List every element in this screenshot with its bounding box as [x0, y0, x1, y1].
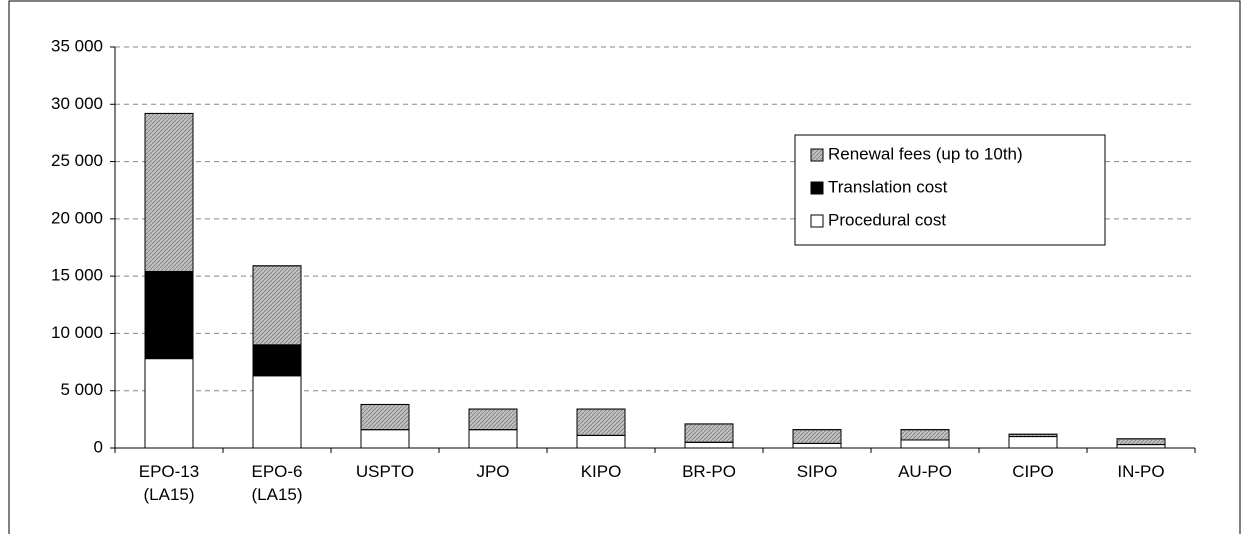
bar-hatch — [1116, 438, 1166, 446]
y-tick-label: 30 000 — [51, 94, 103, 113]
x-tick-label: KIPO — [580, 462, 622, 481]
bar-hatch — [684, 423, 734, 443]
y-tick-label: 25 000 — [51, 151, 103, 170]
bar-segment — [144, 358, 194, 449]
bar-segment — [684, 441, 734, 449]
bar-segment — [144, 271, 194, 360]
bar-segment — [468, 429, 518, 449]
bar-segment — [792, 442, 842, 449]
frame — [8, 0, 1241, 534]
legend-label: Procedural cost — [828, 210, 946, 229]
bar-segment — [1008, 436, 1058, 449]
x-tick-label: SIPO — [796, 462, 838, 481]
bar-hatch — [792, 429, 842, 444]
legend-hatch — [810, 148, 824, 162]
y-tick-label: 10 000 — [51, 323, 103, 342]
bar-segment — [900, 439, 950, 449]
x-tick-label: AU-PO — [898, 462, 952, 481]
bar-hatch — [468, 408, 518, 431]
y-tick-label: 15 000 — [51, 266, 103, 285]
bar-hatch — [360, 403, 410, 431]
bar-hatch — [144, 112, 194, 273]
x-tick-label: IN-PO — [1117, 462, 1165, 481]
legend-label: Translation cost — [828, 177, 948, 196]
bar-hatch — [252, 265, 302, 346]
x-tick-label: EPO-6 (LA15) — [251, 462, 303, 504]
bar-segment — [1116, 444, 1166, 449]
bar-segment — [252, 375, 302, 449]
bar-segment — [576, 434, 626, 449]
x-tick-label: USPTO — [355, 462, 415, 481]
bar-hatch — [900, 429, 950, 441]
legend-box — [794, 134, 1106, 246]
bar-segment — [360, 429, 410, 449]
legend-swatch — [810, 181, 824, 195]
legend-swatch — [810, 214, 824, 228]
bar-segment — [252, 344, 302, 377]
bar-hatch — [576, 408, 626, 436]
x-tick-label: CIPO — [1012, 462, 1054, 481]
y-tick-label: 0 — [94, 437, 103, 456]
x-tick-label: JPO — [476, 462, 510, 481]
y-tick-label: 20 000 — [51, 208, 103, 227]
x-tick-label: EPO-13 (LA15) — [138, 462, 200, 504]
y-tick-label: 5 000 — [60, 380, 103, 399]
x-tick-label: BR-PO — [682, 462, 736, 481]
legend-label: Renewal fees (up to 10th) — [828, 144, 1023, 163]
y-tick-label: 35 000 — [51, 36, 103, 55]
bar-hatch — [1008, 433, 1058, 438]
